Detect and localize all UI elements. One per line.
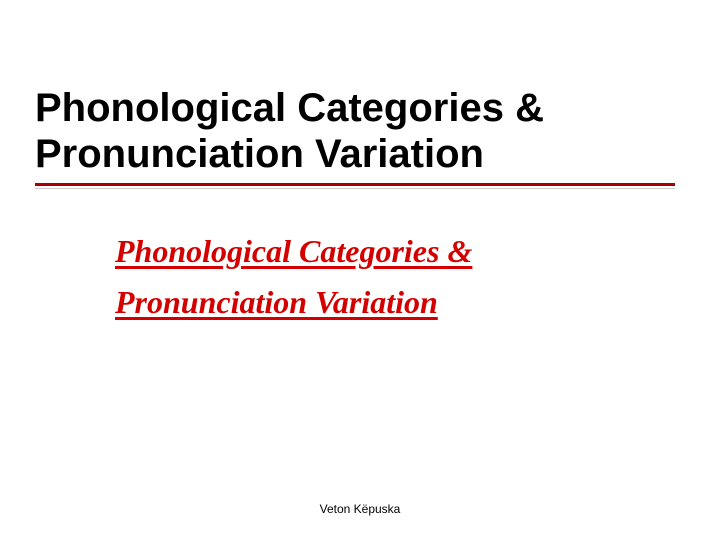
title-block: Phonological Categories & Pronunciation … [35, 85, 685, 186]
subtitle-line-2: Pronunciation Variation [115, 277, 720, 328]
subtitle-line-1: Phonological Categories & [115, 226, 720, 277]
slide-footer: Veton Këpuska [0, 500, 720, 518]
subtitle-block: Phonological Categories & Pronunciation … [115, 226, 720, 328]
title-line-2: Pronunciation Variation [35, 131, 685, 177]
slide-container: Phonological Categories & Pronunciation … [0, 0, 720, 540]
title-divider [35, 183, 675, 186]
title-line-1: Phonological Categories & [35, 85, 685, 131]
footer-author: Veton Këpuska [320, 502, 401, 516]
